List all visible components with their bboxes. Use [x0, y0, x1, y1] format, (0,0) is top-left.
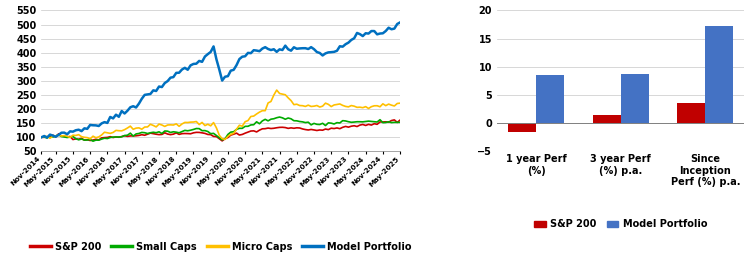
Bar: [508, 123, 536, 132]
Bar: [621, 74, 649, 123]
Legend: S&P 200, Model Portfolio: S&P 200, Model Portfolio: [530, 215, 711, 233]
Bar: [536, 75, 564, 123]
Bar: [678, 103, 705, 123]
Bar: [593, 115, 621, 123]
Legend: S&P 200, Small Caps, Micro Caps, Model Portfolio: S&P 200, Small Caps, Micro Caps, Model P…: [26, 238, 416, 256]
Bar: [705, 26, 733, 123]
